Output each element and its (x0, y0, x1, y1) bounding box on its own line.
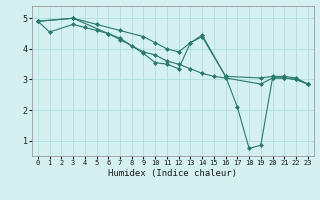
X-axis label: Humidex (Indice chaleur): Humidex (Indice chaleur) (108, 169, 237, 178)
